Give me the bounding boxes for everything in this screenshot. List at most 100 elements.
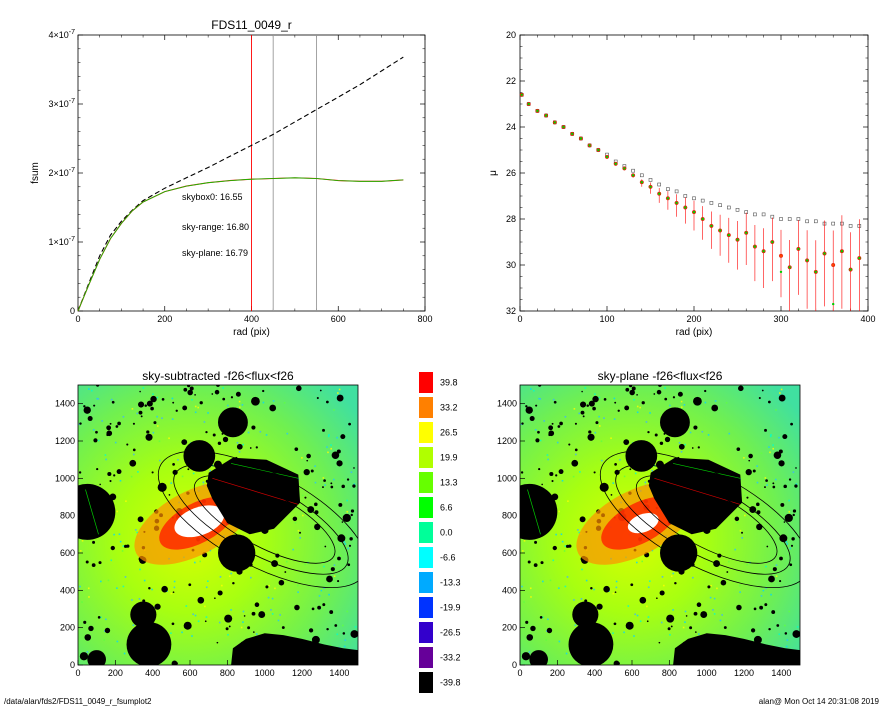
sky-subtracted-noise-pixel [100, 616, 102, 619]
sky-subtracted-noise-pixel [181, 631, 183, 634]
sky-plane-star-mask [574, 422, 577, 425]
sky-subtracted-x-tick-label: 1200 [292, 668, 312, 678]
sky-subtracted-x-tick-label: 800 [220, 668, 235, 678]
sky-subtracted-mask-polygon [231, 633, 358, 665]
mu-point-sky-plane [520, 93, 523, 97]
sky-subtracted-noise-pixel [158, 440, 161, 443]
sky-subtracted-noise-pixel [139, 568, 141, 571]
fsum-x-tick-label: 600 [331, 314, 346, 324]
sky-subtracted-star-mask [317, 605, 322, 610]
sky-plane-star-mask [780, 502, 785, 507]
sky-plane-aperture-ellipse [599, 450, 800, 588]
sky-subtracted-star-mask [326, 400, 329, 404]
sky-plane-noise-pixel [636, 405, 639, 408]
sky-subtracted-mask-circle [130, 601, 157, 628]
sky-plane-star-mask [587, 433, 595, 441]
sky-plane-star-mask [656, 597, 658, 600]
sky-plane-galaxy-core-saturated [627, 513, 659, 534]
sky-subtracted-noise-pixel [271, 613, 274, 615]
sky-plane-star-mask [610, 493, 613, 496]
sky-plane-star-mask [613, 622, 617, 626]
mu-point-sky-plane [779, 270, 783, 274]
sky-subtracted-star-mask [222, 436, 229, 443]
sky-plane-noise-pixel [566, 576, 569, 578]
sky-subtracted-noise-pixel [333, 409, 335, 411]
sky-subtracted-noise-pixel [100, 580, 102, 583]
fsum-annotation-0: skybox0: 16.55 [182, 192, 243, 202]
sky-subtracted-noise-pixel [91, 389, 93, 392]
sky-plane-noise-pixel [528, 651, 531, 653]
mu-point-skybox [787, 217, 792, 221]
sky-plane-noise-pixel [538, 397, 540, 400]
sky-subtracted-noise-pixel [130, 475, 133, 478]
sky-subtracted-noise-pixel [221, 584, 223, 587]
sky-subtracted-star-mask [329, 610, 334, 615]
sky-plane-star-mask [581, 390, 583, 393]
sky-plane-star-mask [593, 471, 596, 474]
sky-subtracted-noise-pixel [156, 415, 158, 418]
mu-point-sky-plane [840, 250, 844, 253]
sky-plane-noise-pixel [782, 554, 784, 557]
sky-plane-star-mask [794, 484, 798, 488]
sky-plane-star-mask [792, 509, 797, 513]
sky-subtracted-star-mask [243, 615, 246, 617]
colorbar-label: -6.6 [440, 553, 456, 563]
sky-subtracted-star-mask [341, 521, 344, 523]
sky-subtracted-star-mask [352, 484, 356, 488]
sky-subtracted-star-mask [330, 485, 334, 489]
sky-subtracted-noise-pixel [323, 587, 325, 589]
sky-plane-noise-pixel [542, 616, 544, 619]
sky-subtracted-star-mask [78, 471, 82, 474]
sky-plane-aperture-ellipse [615, 464, 791, 575]
sky-plane-star-mask [771, 610, 776, 615]
sky-subtracted-star-mask [113, 474, 116, 477]
sky-plane-noise-pixel [746, 563, 748, 566]
mu-y-tick-label: 20 [506, 30, 516, 40]
sky-subtracted-noise-pixel [333, 575, 336, 578]
sky-plane-title: sky-plane -f26<flux<f26 [598, 369, 723, 383]
sky-plane-noise-pixel [563, 550, 566, 552]
sky-plane-star-mask [738, 385, 744, 392]
sky-subtracted-y-tick-label: 1200 [55, 436, 75, 446]
sky-plane-noise-pixel [600, 440, 603, 443]
sky-subtracted-star-mask [255, 446, 258, 449]
sky-plane-noise-pixel [672, 572, 675, 575]
sky-plane-x-tick-label: 1200 [734, 668, 754, 678]
sky-plane-star-mask [527, 560, 531, 564]
sky-plane-y-tick-label: 400 [502, 585, 517, 595]
sky-subtracted-star-mask [129, 459, 137, 467]
sky-subtracted-noise-pixel [105, 458, 107, 461]
sky-plane-star-mask [772, 482, 775, 485]
mu-point-skybox [718, 203, 722, 207]
mu-point-sky-plane [579, 137, 583, 140]
sky-plane-star-mask [537, 385, 542, 387]
sky-plane-noise-pixel [680, 406, 683, 408]
sky-plane-star-mask [756, 502, 760, 507]
sky-plane-noise-pixel [678, 442, 681, 444]
sky-subtracted-noise-pixel [194, 405, 197, 408]
sky-plane-star-mask [765, 479, 768, 482]
sky-subtracted-star-mask [281, 626, 285, 630]
mu-point-skybox [639, 173, 644, 178]
sky-subtracted-minor-axis-line [85, 489, 99, 535]
sky-plane-noise-pixel [539, 398, 542, 400]
sky-plane-noise-pixel [785, 645, 788, 648]
sky-subtracted-noise-pixel [116, 510, 118, 513]
sky-plane-noise-pixel [670, 575, 673, 578]
sky-subtracted-noise-pixel [332, 478, 335, 481]
sky-subtracted-noise-pixel [329, 644, 332, 647]
sky-subtracted-star-mask [235, 391, 241, 397]
fsum-y-tick-label: 0 [70, 306, 75, 316]
sky-subtracted-noise-pixel [240, 626, 243, 629]
sky-plane-star-mask [734, 516, 740, 522]
sky-subtracted-noise-pixel [279, 614, 281, 616]
sky-subtracted-noise-pixel [173, 586, 176, 589]
sky-subtracted-star-mask [216, 641, 219, 644]
colorbar-label: -13.3 [440, 578, 461, 588]
sky-plane-noise-pixel [783, 478, 786, 481]
sky-plane-noise-pixel [684, 621, 686, 623]
sky-plane-star-mask [741, 531, 744, 534]
sky-plane-noise-pixel [623, 475, 626, 478]
sky-plane-star-mask [568, 443, 571, 446]
mu-y-tick-label: 32 [506, 306, 516, 316]
